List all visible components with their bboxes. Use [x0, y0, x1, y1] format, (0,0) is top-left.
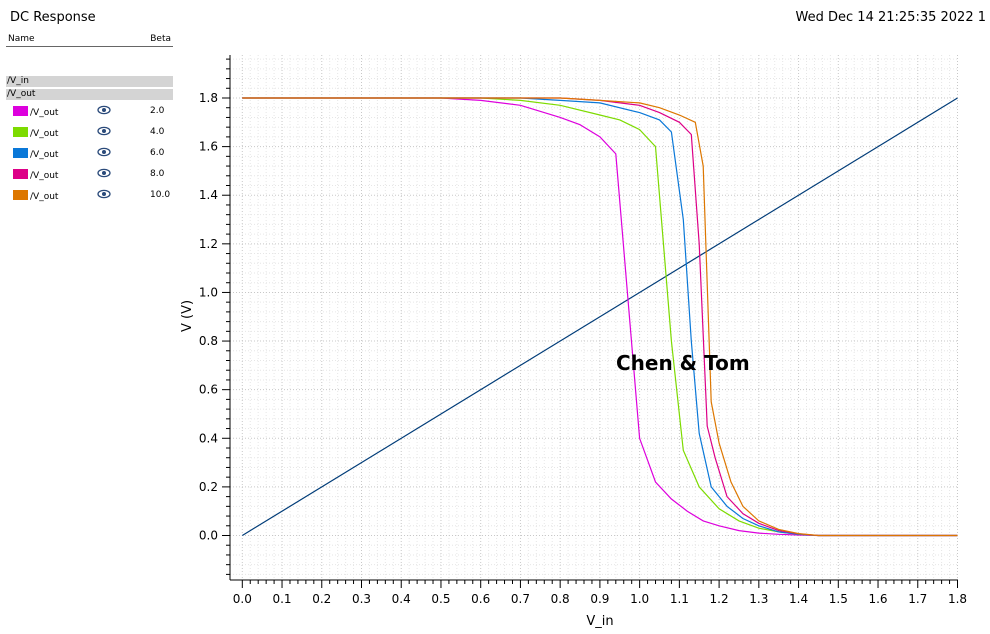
timestamp: Wed Dec 14 21:25:35 2022 1 — [795, 10, 986, 25]
y-tick-label: 1.8 — [199, 91, 218, 105]
legend-group-vin[interactable]: /V_in — [6, 76, 173, 87]
y-tick-label: 0.6 — [199, 383, 218, 397]
legend-item-beta: 2.0 — [150, 106, 165, 116]
x-tick-label: 0.0 — [233, 592, 252, 606]
x-tick-label: 1.4 — [789, 592, 808, 606]
series-line-vout-beta-10-0 — [242, 97, 958, 537]
series-color-swatch — [13, 106, 28, 116]
x-tick-label: 1.1 — [670, 592, 689, 606]
series-lines — [241, 97, 958, 537]
y-tick-label: 1.6 — [199, 140, 218, 154]
x-tick-label: 0.7 — [511, 592, 530, 606]
series-color-swatch — [13, 190, 28, 200]
legend-item-beta-8-0[interactable]: /V_out 8.0 — [6, 163, 173, 184]
x-tick-label: 0.6 — [471, 592, 490, 606]
legend-item-beta-4-0[interactable]: /V_out 4.0 — [6, 121, 173, 142]
legend-item-beta: 10.0 — [150, 190, 171, 200]
x-tick-label: 1.2 — [710, 592, 729, 606]
legend-item-beta: 4.0 — [150, 127, 165, 137]
y-tick-label: 0.4 — [199, 431, 218, 445]
x-tick-label: 1.6 — [868, 592, 887, 606]
y-tick-label: 1.0 — [199, 285, 218, 299]
series-line-vout-beta-6-0 — [242, 97, 958, 537]
eye-icon[interactable] — [97, 168, 111, 181]
y-tick-label: 0.0 — [199, 529, 218, 543]
x-tick-label: 1.7 — [908, 592, 927, 606]
legend-item-beta: 8.0 — [150, 169, 165, 179]
window-title: DC Response — [10, 10, 96, 25]
annotation-text: Chen & Tom — [616, 351, 750, 375]
legend-item-beta-2-0[interactable]: /V_out 2.0 — [6, 100, 173, 121]
x-tick-label: 0.5 — [431, 592, 450, 606]
x-axis-title: V_in — [586, 614, 613, 629]
series-line-vin — [241, 97, 958, 537]
series-color-swatch — [13, 169, 28, 179]
legend-panel: Name Beta /V_in /V_out /V_out 2.0/V_out 4.… — [6, 34, 173, 205]
y-tick-label: 0.2 — [199, 480, 218, 494]
series-line-vout-beta-2-0 — [242, 97, 958, 537]
legend-group-vout[interactable]: /V_out — [6, 89, 173, 100]
y-axis-title: V (V) — [180, 300, 195, 332]
x-tick-label: 0.4 — [392, 592, 411, 606]
legend-item-label: /V_out — [30, 171, 59, 181]
x-tick-label: 0.8 — [551, 592, 570, 606]
legend-item-beta-6-0[interactable]: /V_out 6.0 — [6, 142, 173, 163]
y-tick-label: 0.8 — [199, 334, 218, 348]
x-tick-label: 1.5 — [829, 592, 848, 606]
y-tick-label: 1.2 — [199, 237, 218, 251]
eye-icon[interactable] — [97, 105, 111, 118]
legend-item-label: /V_out — [30, 108, 59, 118]
axes: 0.0 0.1 0.2 0.3 0.4 0.5 0.6 0.7 0.8 0.9 1.0 1.1 1.2 1… — [199, 55, 967, 606]
grid — [230, 55, 958, 580]
eye-icon[interactable] — [97, 147, 111, 160]
legend-item-label: /V_out — [30, 150, 59, 160]
legend-item-label: /V_out — [30, 129, 59, 139]
x-tick-label: 1.0 — [630, 592, 649, 606]
eye-icon[interactable] — [97, 126, 111, 139]
series-color-swatch — [13, 148, 28, 158]
legend-item-label: /V_out — [30, 192, 59, 202]
series-color-swatch — [13, 127, 28, 137]
x-tick-label: 0.1 — [272, 592, 291, 606]
eye-icon[interactable] — [97, 189, 111, 202]
series-line-vout-beta-8-0 — [242, 97, 958, 537]
legend-header: Name Beta — [6, 34, 173, 47]
legend-name-header: Name — [8, 34, 35, 44]
x-tick-label: 0.9 — [590, 592, 609, 606]
legend-beta-header: Beta — [150, 34, 171, 44]
legend-item-beta: 6.0 — [150, 148, 165, 158]
x-tick-label: 0.3 — [352, 592, 371, 606]
y-tick-label: 1.4 — [199, 188, 218, 202]
x-tick-label: 0.2 — [312, 592, 331, 606]
x-tick-label: 1.3 — [749, 592, 768, 606]
legend-item-beta-10-0[interactable]: /V_out 10.0 — [6, 184, 173, 205]
x-tick-label: 1.8 — [948, 592, 967, 606]
